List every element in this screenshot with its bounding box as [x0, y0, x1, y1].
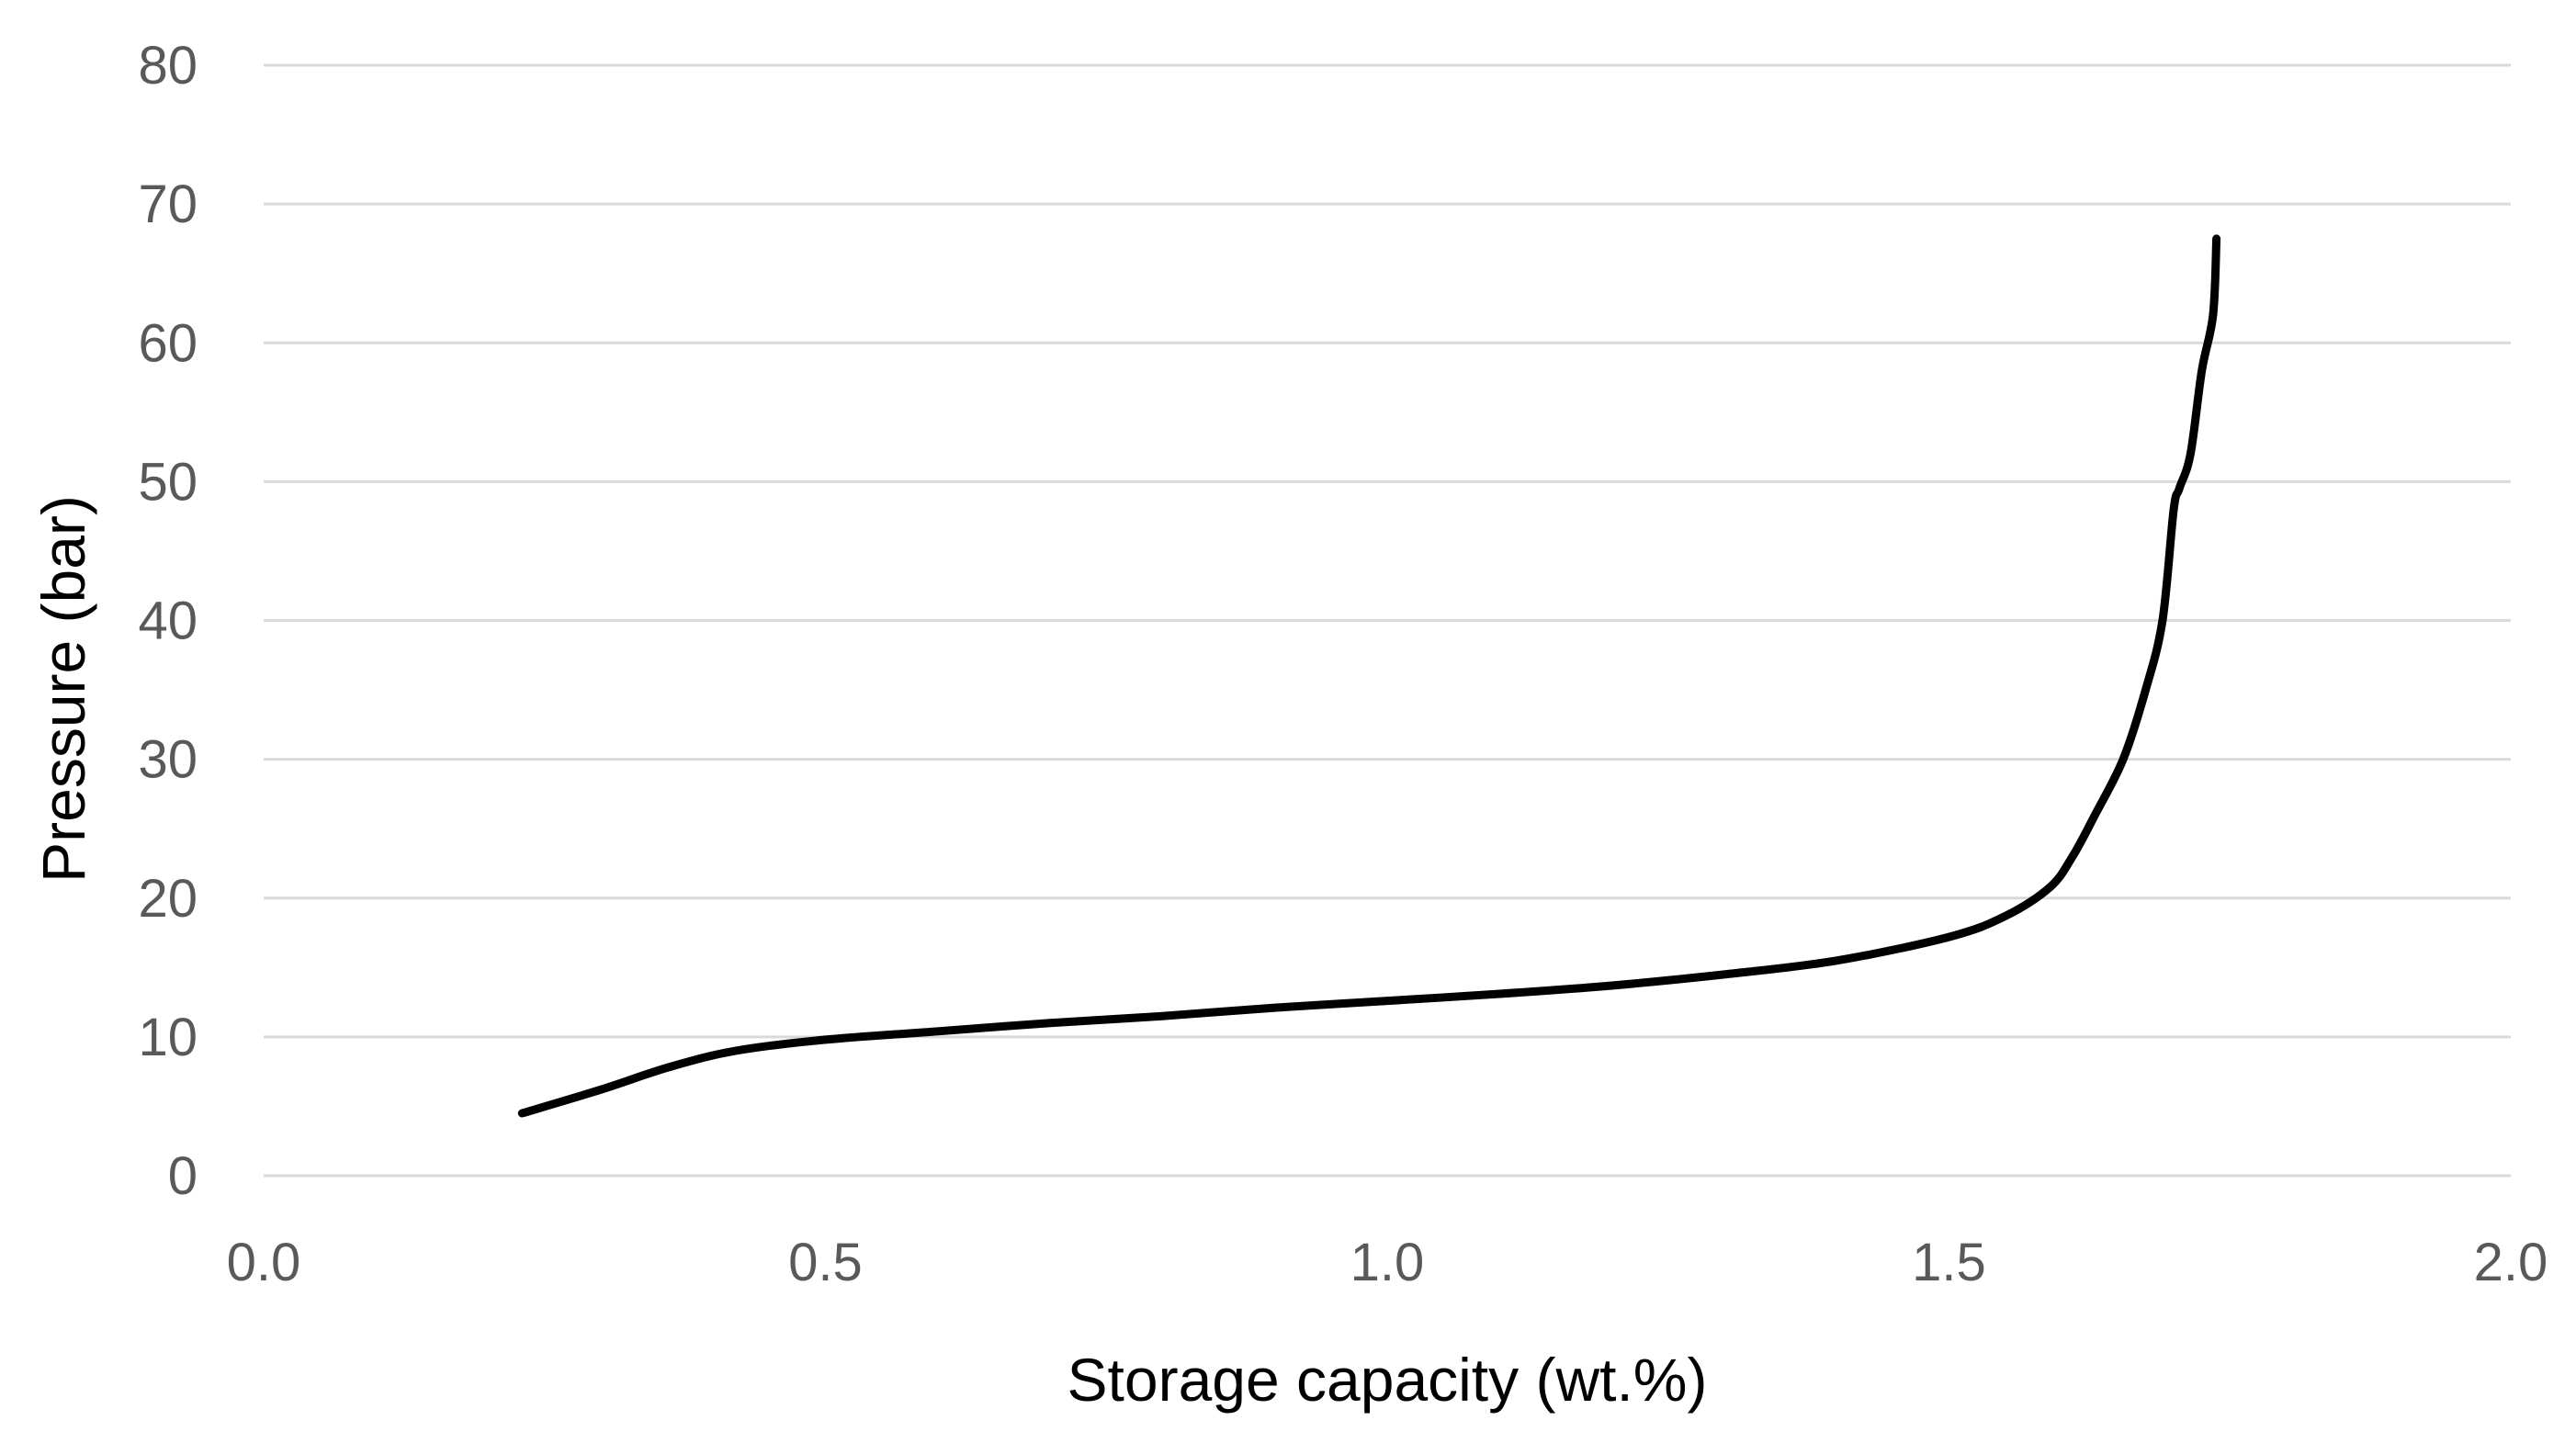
x-tick-label: 1.5 [1912, 1233, 1986, 1292]
y-tick-labels: 0 10 20 30 40 50 60 70 80 [138, 36, 198, 1206]
y-tick-label: 30 [138, 730, 198, 790]
series-layer [517, 234, 2221, 1118]
x-tick-label: 2.0 [2474, 1233, 2548, 1292]
x-tick-label: 1.0 [1350, 1233, 1425, 1292]
y-tick-label: 70 [138, 175, 198, 234]
x-tick-labels: 0.0 0.5 1.0 1.5 2.0 [227, 1233, 2548, 1292]
y-tick-label: 10 [138, 1008, 198, 1067]
x-tick-label: 0.5 [788, 1233, 863, 1292]
y-tick-label: 0 [168, 1146, 198, 1206]
y-axis-title: Pressure (bar) [29, 495, 97, 883]
y-tick-label: 20 [138, 869, 198, 929]
x-axis-title: Storage capacity (wt.%) [1068, 1346, 1708, 1414]
y-tick-label: 60 [138, 313, 198, 373]
series-line-0 [517, 234, 2221, 1118]
x-tick-label: 0.0 [227, 1233, 301, 1292]
y-tick-label: 80 [138, 36, 198, 96]
grid-layer [264, 63, 2511, 1178]
y-tick-label: 50 [138, 452, 198, 512]
y-tick-label: 40 [138, 592, 198, 651]
